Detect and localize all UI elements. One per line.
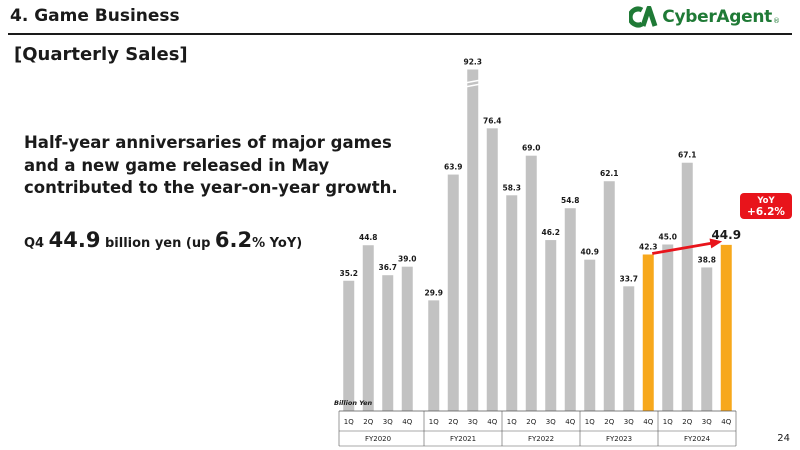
highlight-value: 44.9 [48,228,101,252]
bar-value-label: 44.8 [359,233,378,242]
quarter-tick-label: 1Q [585,418,595,426]
fiscal-year-label: FY2020 [365,435,391,443]
bar-value-label: 38.8 [697,255,716,264]
quarter-tick-label: 4Q [402,418,412,426]
bar-value-label: 54.8 [561,196,580,205]
quarter-tick-label: 2Q [682,418,692,426]
bar-fy2021-1q [428,300,440,411]
highlight-pct: 6.2 [214,228,253,252]
bar-value-label: 62.1 [600,169,619,178]
quarter-tick-label: 1Q [344,418,354,426]
yoy-arrow-head [709,238,723,249]
fiscal-year-label: FY2022 [528,435,554,443]
description-text: Half-year anniversaries of major games a… [24,133,398,197]
bar-fy2020-4q [401,266,413,411]
header: 4. Game Business CyberAgent ® [0,0,800,36]
yoy-badge-value: +6.2% [747,206,785,218]
bar-value-label: 40.9 [580,248,599,257]
bar-value-label: 63.9 [444,163,463,172]
bar-fy2023-1q [584,259,596,411]
quarter-tick-label: 3Q [702,418,712,426]
bar-fy2023-4q [642,254,654,411]
bar-fy2022-3q [545,240,557,411]
bar-value-label: 33.7 [619,274,638,283]
quarter-tick-label: 3Q [383,418,393,426]
quarter-tick-label: 2Q [604,418,614,426]
highlight-suffix: % YoY) [252,236,303,251]
unit-label: Billion Yen [334,399,372,407]
quarter-tick-label: 3Q [468,418,478,426]
quarter-tick-label: 4Q [721,418,731,426]
fiscal-year-label: FY2023 [606,435,632,443]
bar-fy2024-3q [701,267,713,411]
quarter-tick-label: 2Q [448,418,458,426]
section-subtitle: [Quarterly Sales] [14,44,188,65]
bar-value-label: 42.3 [639,242,658,251]
bar-fy2020-1q [343,280,355,411]
bar-value-label: 45.0 [658,233,677,242]
axis-break-mark [464,79,481,84]
bar-fy2022-2q [525,155,537,411]
bar-value-label: 39.0 [398,255,417,264]
bar-fy2022-4q [564,208,576,411]
bar-fy2020-3q [382,275,394,411]
bar-fy2020-2q [362,245,374,411]
bar-value-label: 36.7 [378,263,397,272]
quarter-tick-label: 4Q [643,418,653,426]
cyberagent-logo: CyberAgent ® [629,5,780,29]
quarter-tick-label: 3Q [546,418,556,426]
page-title: 4. Game Business [10,6,180,26]
quarter-tick-label: 3Q [624,418,634,426]
yoy-arrow-line [652,240,720,255]
bar-value-label: 69.0 [522,144,541,153]
page-number: 24 [777,433,790,444]
bar-value-label: 67.1 [678,151,697,160]
bar-value-label: 35.2 [339,269,358,278]
highlight-prefix: Q4 [24,236,49,251]
axis-break-mark [464,83,481,88]
bar-fy2021-3q [467,69,479,412]
quarter-tick-label: 1Q [429,418,439,426]
header-divider [8,33,792,35]
bar-fy2023-2q [603,181,615,411]
quarter-tick-label: 2Q [363,418,373,426]
yoy-badge-title: YoY [756,196,775,206]
bar-value-label: 46.2 [541,228,560,237]
bar-fy2024-4q [720,244,732,411]
bar-fy2021-2q [447,174,459,411]
bar-value-label: 92.3 [463,57,482,66]
highlight-unit: billion yen (up [100,236,215,251]
fiscal-year-label: FY2024 [684,435,711,443]
quarter-tick-label: 1Q [507,418,517,426]
bar-value-label: 76.4 [483,116,502,125]
quarter-tick-label: 1Q [663,418,673,426]
fiscal-year-label: FY2021 [450,435,476,443]
quarter-tick-label: 4Q [487,418,497,426]
yoy-badge [740,193,792,219]
bar-fy2023-3q [623,286,635,411]
bar-fy2024-1q [662,244,674,411]
bar-fy2024-2q [681,162,693,411]
logo-text: CyberAgent [662,7,772,27]
registered-mark: ® [773,17,780,25]
bar-value-label: 29.9 [424,288,443,297]
bar-fy2021-4q [486,128,498,411]
q4-highlight: Q4 44.9 billion yen (up 6.2% YoY) [24,228,302,252]
cyberagent-logo-icon [629,6,658,28]
quarter-tick-label: 4Q [565,418,575,426]
quarter-tick-label: 2Q [526,418,536,426]
bar-value-label: 58.3 [502,183,521,192]
bar-value-label-latest: 44.9 [711,228,741,242]
bar-fy2022-1q [506,195,518,411]
